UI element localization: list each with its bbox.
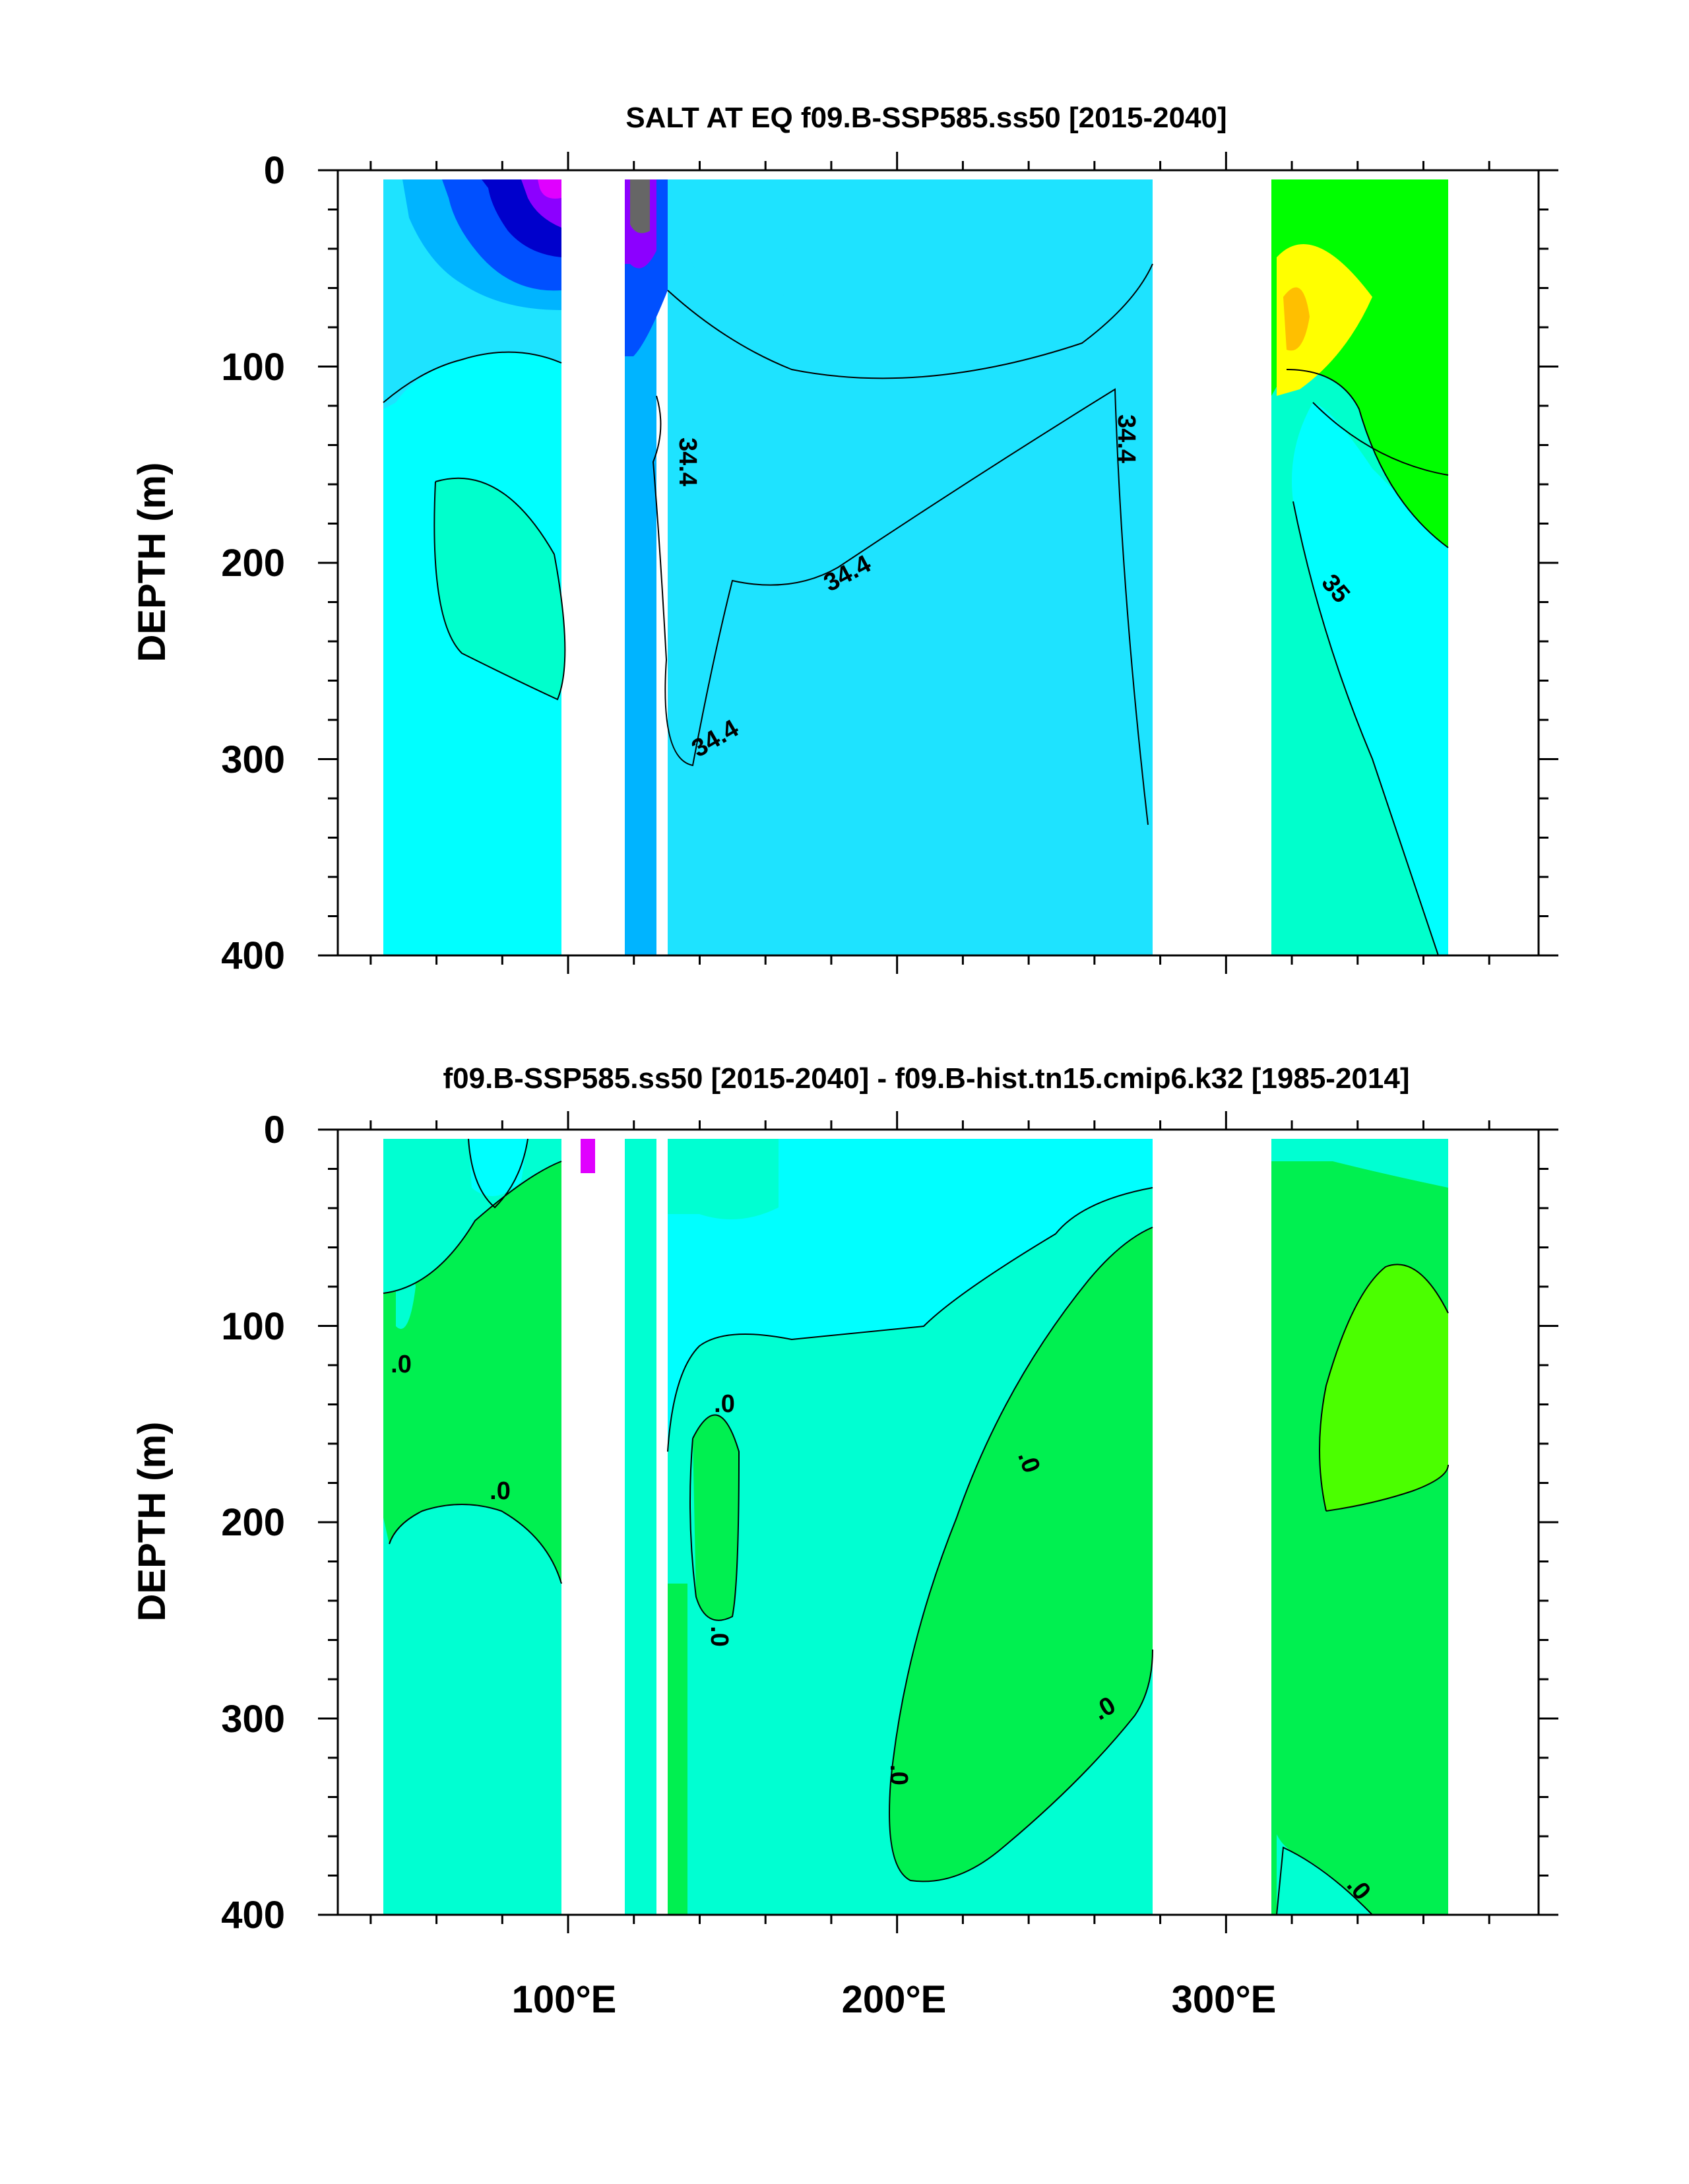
bottom-y-tick-label-200: 200 xyxy=(221,1501,285,1544)
top-contour-4 xyxy=(667,263,1153,379)
top-panel-title: SALT AT EQ f09.B-SSP585.ss50 [2015-2040] xyxy=(625,102,1227,134)
top-panel-plot-area xyxy=(383,179,1449,955)
bottom-shade-g xyxy=(693,1415,739,1621)
top-shade-n xyxy=(1277,244,1372,396)
top-contour-2 xyxy=(433,477,566,701)
bottom-y-tick-label-300: 300 xyxy=(221,1698,285,1741)
bottom-shade-f xyxy=(668,1139,779,1219)
bottom-fill-block-2 xyxy=(625,1139,656,1915)
bottom-shade-l xyxy=(1277,1834,1372,1915)
bottom-panel-plot-area xyxy=(383,1138,1449,1915)
top-y-axis-label: DEPTH (m) xyxy=(131,463,174,662)
bottom-shade-j xyxy=(1271,1139,1448,1188)
bottom-contour-4 xyxy=(667,1187,1153,1452)
bottom-shade-i xyxy=(889,1227,1153,1882)
bottom-shade-k xyxy=(1320,1264,1448,1511)
bottom-contour-label-2: .0 xyxy=(490,1477,511,1505)
bottom-shade-c xyxy=(396,1257,416,1329)
bottom-x-tick-label-200: 200°E xyxy=(842,1978,947,2021)
bottom-panel-axes: 0 100 200 300 400 DEPTH (m) 100°E 200°E … xyxy=(131,1108,1558,2021)
top-contour-label-1: 34.4 xyxy=(674,437,701,486)
bottom-x-tick-label-300: 300°E xyxy=(1172,1978,1277,2021)
top-shade-j xyxy=(630,179,650,234)
bottom-y-axis-label: DEPTH (m) xyxy=(131,1422,174,1622)
bottom-shade-b xyxy=(468,1139,528,1196)
top-panel: SALT AT EQ f09.B-SSP585.ss50 [2015-2040] xyxy=(131,102,1558,977)
bottom-contour-7 xyxy=(1319,1264,1449,1512)
top-contour-label-2: 34.4 xyxy=(1112,414,1140,463)
bottom-contour-1 xyxy=(383,1161,562,1294)
bottom-shade-a xyxy=(383,1161,561,1584)
bottom-shade-h xyxy=(668,1584,687,1915)
top-panel-axes: 0 100 200 300 400 DEPTH (m) xyxy=(131,149,1558,977)
bottom-contour-2 xyxy=(389,1504,562,1584)
bottom-y-tick-label-0: 0 xyxy=(264,1108,285,1151)
top-contour-6 xyxy=(1286,369,1449,548)
bottom-panel: f09.B-SSP585.ss50 [2015-2040] - f09.B-hi… xyxy=(131,1062,1558,2021)
bottom-fill-block-4 xyxy=(1271,1139,1448,1915)
bottom-panel-title: f09.B-SSP585.ss50 [2015-2040] - f09.B-hi… xyxy=(443,1062,1410,1095)
bottom-shade-e xyxy=(668,1139,1153,1452)
bottom-contour-label-4: .0 xyxy=(705,1626,733,1647)
top-shade-o xyxy=(1283,287,1310,351)
bottom-contour-label-3: .0 xyxy=(714,1390,735,1418)
bottom-y-tick-label-100: 100 xyxy=(221,1305,285,1348)
bottom-contour-3 xyxy=(468,1138,528,1209)
top-contour-7 xyxy=(1312,402,1449,476)
top-contour-3 xyxy=(652,388,1149,825)
bottom-contour-8 xyxy=(1276,1846,1373,1915)
top-contour-1 xyxy=(383,351,562,403)
top-shade-k xyxy=(656,179,792,369)
bottom-shade-d xyxy=(581,1139,595,1173)
top-shade-g xyxy=(434,478,565,699)
top-y-tick-label-200: 200 xyxy=(221,542,285,585)
bottom-contour-label-1: .0 xyxy=(391,1351,412,1378)
bottom-contour-6 xyxy=(889,1227,1153,1882)
top-contour-5 xyxy=(1292,501,1439,955)
bottom-contour-label-6: .0 xyxy=(885,1764,912,1785)
bottom-x-tick-label-100: 100°E xyxy=(512,1978,617,2021)
top-y-tick-label-0: 0 xyxy=(264,149,285,192)
top-shade-f xyxy=(538,179,561,199)
top-y-tick-label-300: 300 xyxy=(221,738,285,781)
bottom-y-tick-label-400: 400 xyxy=(221,1894,285,1937)
top-y-tick-label-400: 400 xyxy=(221,934,285,977)
bottom-contour-5 xyxy=(689,1414,740,1621)
top-y-tick-label-100: 100 xyxy=(221,346,285,389)
